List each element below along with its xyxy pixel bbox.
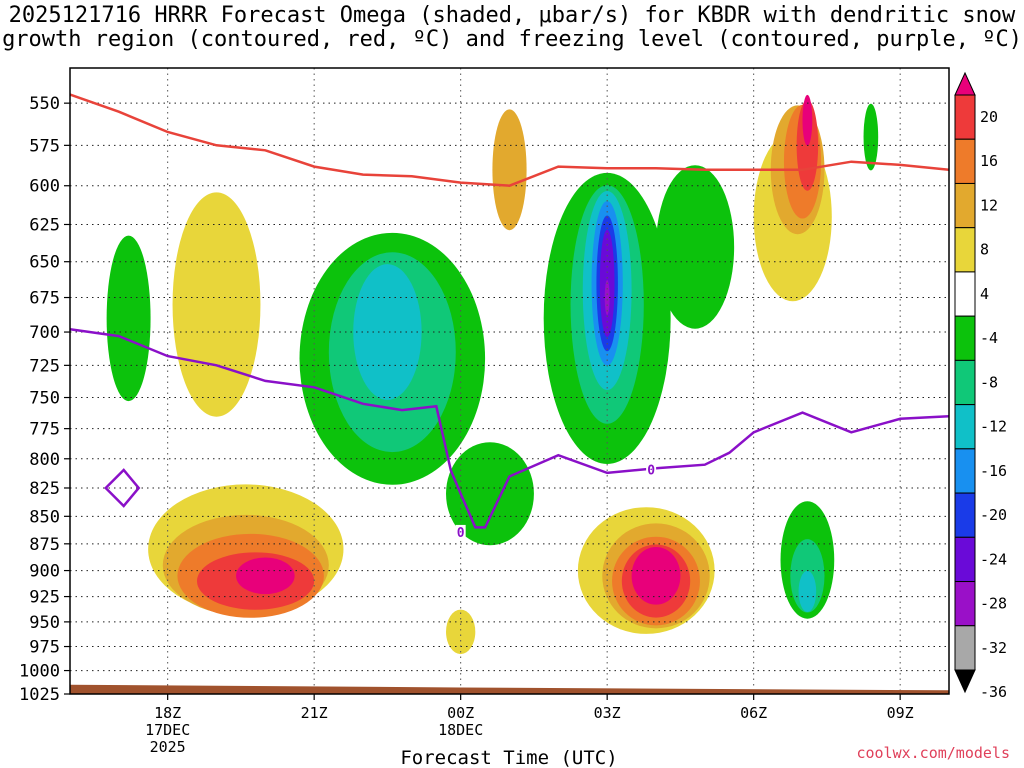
y-tick-label-850: 850: [29, 507, 60, 527]
omega-region-descent-25: [656, 165, 735, 329]
y-tick-label-750: 750: [29, 389, 60, 409]
omega-region-descent-9: [353, 264, 422, 400]
colorbar-bin-7: [954, 404, 976, 450]
omega-region-ascent-30: [802, 94, 813, 146]
x-tick-date-18Z: 17DEC: [145, 721, 190, 739]
y-tick-label-625: 625: [29, 215, 60, 235]
title-line-1: 2025121716 HRRR Forecast Omega (shaded, …: [8, 3, 1016, 28]
colorbar-label--16: -16: [980, 462, 1007, 480]
y-tick-label-825: 825: [29, 479, 60, 499]
colorbar-bin-4: [954, 271, 976, 317]
colorbar-label--36: -36: [980, 683, 1007, 701]
colorbar-label--24: -24: [980, 550, 1007, 568]
colorbar-bin-11: [954, 581, 976, 627]
freezing-label-bg-1: [646, 462, 657, 477]
freezing-level-loop: [103, 468, 141, 508]
x-axis-title: Forecast Time (UTC): [400, 747, 617, 768]
x-tick-date-00Z: 18DEC: [438, 721, 483, 739]
colorbar-label--8: -8: [980, 373, 998, 391]
omega-region-ascent-11: [446, 609, 476, 655]
colorbar-label-12: 12: [980, 196, 998, 214]
contours: 00: [70, 93, 949, 541]
ground-surface: [70, 684, 949, 694]
y-tick-label-1000: 1000: [19, 662, 60, 682]
colorbar-arrow-top: [954, 71, 976, 96]
y-tick-label-650: 650: [29, 253, 60, 273]
freezing-label-1: 0: [647, 464, 655, 479]
colorbar-bin-2: [954, 182, 976, 229]
colorbar-label--12: -12: [980, 418, 1007, 436]
omega-region-ascent-12: [492, 109, 527, 231]
x-tick-label-03Z: 03Z: [594, 704, 621, 722]
y-axis: 550 575 600 625 650 675 700 725 750 775 800 825 850 8…: [19, 94, 70, 705]
x-tick-label-06Z: 06Z: [740, 704, 767, 722]
colorbar-label-16: 16: [980, 152, 998, 170]
y-tick-label-950: 950: [29, 613, 60, 633]
omega-region-descent-10: [446, 442, 534, 546]
y-tick-label-875: 875: [29, 535, 60, 555]
y-tick-label-900: 900: [29, 562, 60, 582]
y-tick-label-975: 975: [29, 638, 60, 658]
y-tick-label-700: 700: [29, 323, 60, 343]
colorbar-bin-12: [954, 625, 976, 671]
colorbar-label-4: 4: [980, 285, 989, 303]
credit-text: coolwx.com/models: [856, 744, 1010, 762]
y-tick-label-925: 925: [29, 588, 60, 608]
ground-wedge: [70, 684, 949, 694]
freezing-label-bg-0: [455, 524, 466, 539]
colorbar-bin-9: [954, 492, 976, 538]
omega-region-ascent-6: [236, 557, 295, 595]
omega-region-ascent-1: [172, 192, 261, 417]
x-tick-label-18Z: 18Z: [154, 704, 181, 722]
x-tick-label-21Z: 21Z: [301, 704, 328, 722]
colorbar-bin-5: [954, 315, 976, 361]
y-tick-label-550: 550: [29, 94, 60, 114]
colorbar: 20 16 12 8 4 -4 -8 -12 -16 -20 -24 -28 -32 -36: [954, 71, 1007, 701]
x-tick-label-00Z: 00Z: [447, 704, 474, 722]
omega-region-descent-34: [863, 103, 879, 171]
colorbar-bin-6: [954, 359, 976, 406]
colorbar-arrow-bottom: [954, 669, 976, 694]
omega-region-descent-33: [798, 570, 817, 613]
colorbar-label-20: 20: [980, 108, 998, 126]
colorbar-bin-3: [954, 227, 976, 273]
y-tick-label-800: 800: [29, 450, 60, 470]
colorbar-label-8: 8: [980, 241, 989, 259]
colorbar-bin-1: [954, 138, 976, 184]
colorbar-label--4: -4: [980, 329, 998, 347]
y-tick-label-775: 775: [29, 420, 60, 440]
colorbar-label--28: -28: [980, 595, 1007, 613]
chart-title: 2025121716 HRRR Forecast Omega (shaded, …: [0, 4, 1024, 52]
colorbar-bin-8: [954, 448, 976, 494]
y-tick-label-600: 600: [29, 177, 60, 197]
colorbar-label--20: -20: [980, 506, 1007, 524]
y-tick-label-575: 575: [29, 136, 60, 156]
y-tick-label-1025: 1025: [19, 685, 60, 705]
x-tick-year-18Z: 2025: [150, 738, 186, 756]
colorbar-bin-0: [954, 94, 976, 140]
omega-region-descent-19: [604, 279, 610, 316]
freezing-level-contour: [70, 328, 949, 529]
omega-region-ascent-24: [631, 546, 681, 605]
title-line-2: growth region (contoured, red, ºC) and f…: [2, 27, 1022, 52]
y-tick-label-725: 725: [29, 356, 60, 376]
omega-shading: [106, 94, 879, 655]
plot-frame: [69, 67, 950, 695]
x-tick-label-09Z: 09Z: [887, 704, 914, 722]
dendritic-growth-contour: [70, 93, 949, 187]
freezing-label-0: 0: [457, 526, 465, 541]
y-tick-label-675: 675: [29, 289, 60, 309]
colorbar-label--32: -32: [980, 639, 1007, 657]
omega-region-descent-0: [106, 235, 151, 402]
colorbar-bin-10: [954, 536, 976, 583]
